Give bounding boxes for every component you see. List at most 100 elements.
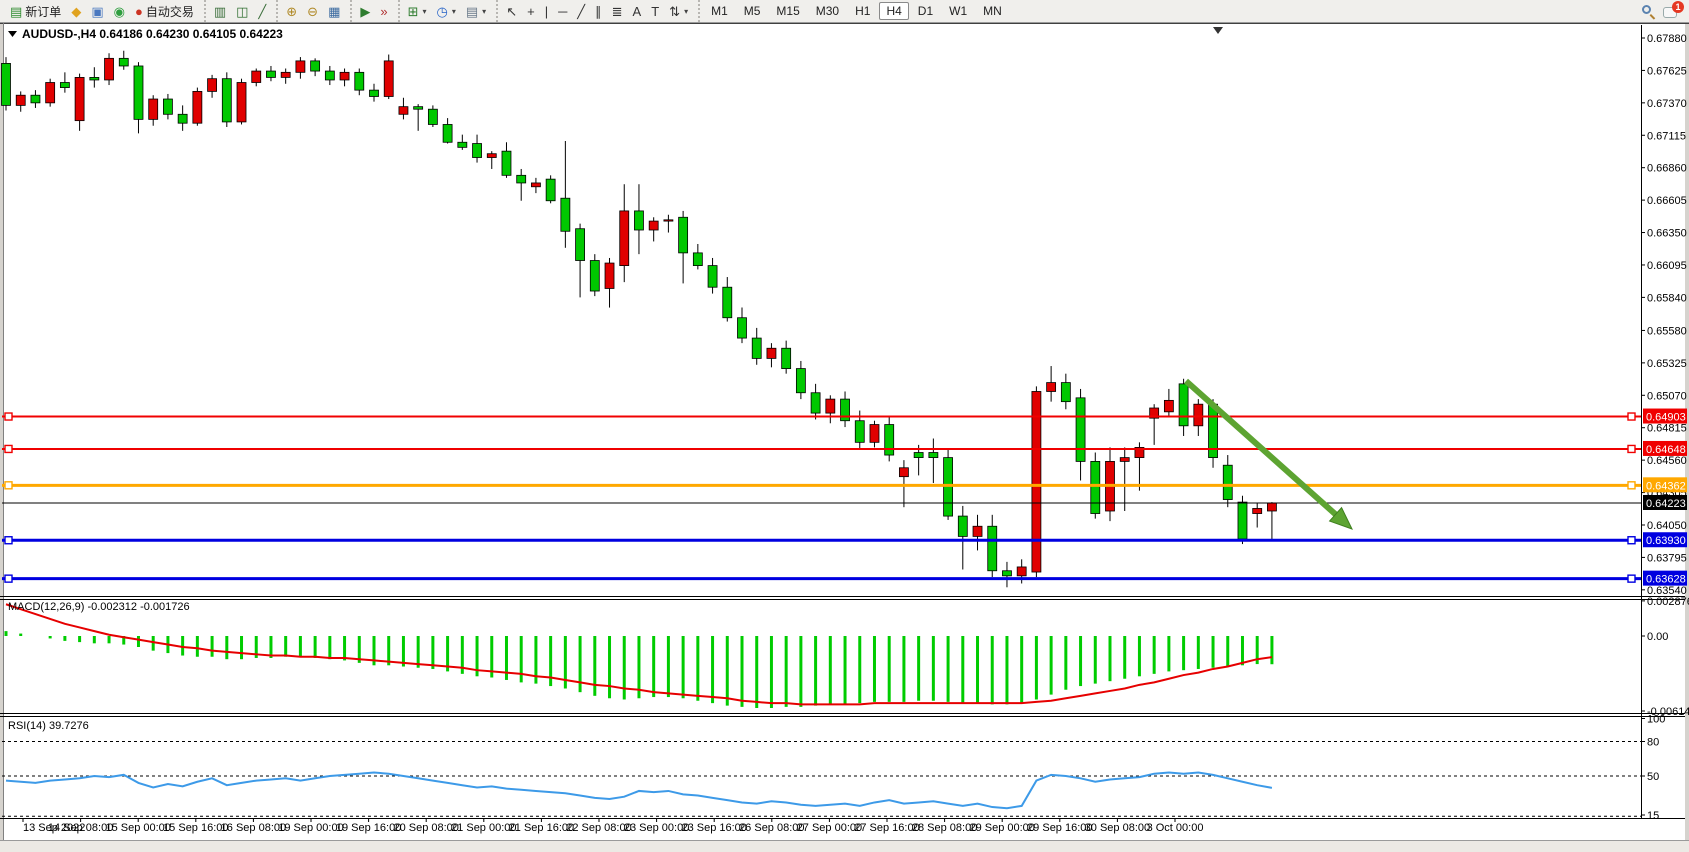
- pivot-line-right-handle[interactable]: [1627, 481, 1636, 490]
- chevron-down-icon[interactable]: ▾: [482, 6, 487, 16]
- candle-body: [413, 106, 424, 110]
- new-order-button[interactable]: ▤ 新订单: [6, 1, 65, 21]
- time-tick-label: 14 Sep 08:00: [48, 822, 113, 834]
- periods-button[interactable]: ◷ ▾: [433, 1, 460, 21]
- candle-body: [825, 398, 836, 414]
- candle-body: [648, 220, 659, 231]
- resistance-line-2-right-handle[interactable]: [1627, 444, 1636, 454]
- chevron-down-icon[interactable]: ▾: [422, 6, 427, 16]
- tf-h1-button-label: H1: [855, 4, 871, 18]
- tf-d1-button[interactable]: D1: [911, 2, 940, 20]
- candle-body: [604, 262, 615, 289]
- candle-body: [177, 113, 188, 124]
- resistance-line-2-left-handle[interactable]: [4, 444, 13, 454]
- candlestick-button[interactable]: ◫: [232, 1, 252, 21]
- trend-arrow-head[interactable]: [1328, 506, 1353, 530]
- time-tick-label: 29 Sep 00:00: [969, 822, 1034, 834]
- zoom-out-button[interactable]: ⊖: [303, 1, 322, 21]
- zoom-in-button[interactable]: ⊕: [282, 1, 301, 21]
- text-button[interactable]: A: [629, 1, 646, 21]
- new-chart-button[interactable]: ⊞ ▾: [404, 1, 431, 21]
- tf-m30-button[interactable]: M30: [809, 2, 846, 20]
- text-label-icon: T: [651, 3, 660, 19]
- tf-m1-button[interactable]: M1: [704, 2, 735, 20]
- add-chart-icon: ⊞: [407, 3, 419, 19]
- candle-body: [869, 424, 880, 443]
- chart-type-group: ▥ ◫ ╱: [203, 0, 274, 22]
- candle-body: [1134, 447, 1145, 458]
- support-line-1-right-handle[interactable]: [1627, 536, 1636, 545]
- price-axis[interactable]: 0.67880 0.67625 0.67370 0.67115 0.66860 0.666…: [1641, 33, 1687, 597]
- support-line-1-left-handle[interactable]: [4, 536, 13, 545]
- new-chart-gold-button[interactable]: ◆: [67, 1, 85, 21]
- candle-body: [324, 70, 335, 81]
- candle-body: [383, 60, 394, 97]
- auto-scroll-button[interactable]: ▶: [356, 1, 374, 21]
- chevron-down-icon[interactable]: ▾: [451, 6, 456, 16]
- chart-collapse-icon[interactable]: [8, 31, 17, 37]
- candle-body: [1002, 570, 1012, 577]
- candle-body: [207, 78, 217, 92]
- fibonacci-button[interactable]: ≣: [608, 1, 627, 21]
- horizontal-line-button[interactable]: ─: [554, 1, 571, 21]
- support-line-2-right-handle[interactable]: [1627, 574, 1636, 583]
- chart-shift-button[interactable]: »: [376, 1, 391, 21]
- tools-group: ↖ + | ─ ╱ ∥ ≣ A T ⇅ ▾: [496, 0, 696, 22]
- chart-ohlc-header: AUDUSD-,H4 0.64186 0.64230 0.64105 0.642…: [22, 27, 283, 41]
- candle-body: [781, 347, 792, 369]
- time-tick-label: 29 Sep 16:00: [1027, 822, 1092, 834]
- time-tick-label: 16 Sep 08:00: [221, 822, 286, 834]
- time-tick-label: 19 Sep 00:00: [278, 822, 343, 834]
- channel-button[interactable]: ∥: [591, 1, 606, 21]
- tf-m5-button[interactable]: M5: [737, 2, 768, 20]
- candle-body: [678, 216, 689, 254]
- tile-windows-button[interactable]: ▦: [324, 1, 344, 21]
- chevron-down-icon[interactable]: ▾: [684, 6, 689, 16]
- pivot-line-left-handle[interactable]: [4, 481, 13, 490]
- macd-panel: [4, 631, 1274, 709]
- chat-bubble-icon[interactable]: 1: [1663, 0, 1684, 18]
- bar-chart-button[interactable]: ▥: [210, 1, 230, 21]
- trend-arrow-line[interactable]: [1184, 378, 1338, 517]
- time-tick-label: 27 Sep 00:00: [797, 822, 862, 834]
- candle-body: [118, 57, 129, 67]
- market-watch-button[interactable]: ▣: [87, 1, 107, 21]
- candle-body: [501, 150, 512, 176]
- price-tick-label: 0.63795: [1647, 552, 1687, 564]
- main-toolbar: ▤ 新订单 ◆ ▣ ◉ ● 自动交易 ▥ ◫ ╱ ⊕ ⊖ ▦ ▶» ⊞ ▾ ◷ ▾ ▤ ▾ ↖ + | ─ ╱ ∥ ≣ A T ⇅ ▾ M1 M…: [0, 0, 1689, 23]
- text-label-button[interactable]: T: [647, 1, 663, 21]
- tf-m15-button[interactable]: M15: [769, 2, 806, 20]
- current-price-line-price-badge: [1643, 494, 1687, 510]
- tf-h1-button[interactable]: H1: [848, 2, 877, 20]
- candle-body: [1119, 457, 1130, 462]
- candle-body: [339, 71, 350, 81]
- candle-body: [133, 65, 144, 120]
- rsi-tick-label: 100: [1647, 714, 1665, 726]
- candle-body: [560, 197, 571, 232]
- vertical-line-button[interactable]: |: [541, 1, 552, 21]
- tf-mn-button[interactable]: MN: [976, 2, 1009, 20]
- tf-w1-button[interactable]: W1: [942, 2, 974, 20]
- resistance-line-1-left-handle[interactable]: [4, 412, 13, 421]
- cursor-button[interactable]: ↖: [502, 1, 521, 21]
- macd-tick-label: -0.006142: [1647, 706, 1689, 718]
- candle-body: [89, 77, 100, 81]
- rsi-tick-label: 50: [1647, 771, 1659, 783]
- line-chart-button[interactable]: ╱: [254, 1, 270, 21]
- search-icon[interactable]: [1642, 4, 1656, 20]
- autotrading-button[interactable]: ● 自动交易: [131, 1, 198, 21]
- trendline-button[interactable]: ╱: [573, 1, 589, 21]
- templates-button[interactable]: ▤ ▾: [462, 1, 490, 21]
- tf-h4-button[interactable]: H4: [879, 2, 909, 20]
- candle-body: [45, 82, 56, 104]
- arrows-button[interactable]: ⇅ ▾: [665, 1, 692, 21]
- signals-button[interactable]: ◉: [110, 1, 129, 21]
- crosshair-button[interactable]: +: [523, 1, 539, 21]
- macd-label: MACD(12,26,9) -0.002312 -0.001726: [8, 601, 190, 613]
- trade-group: ▤ 新订单 ◆ ▣ ◉ ● 自动交易: [2, 0, 202, 22]
- candle-body: [148, 98, 159, 120]
- resistance-line-1-right-handle[interactable]: [1627, 412, 1636, 421]
- support-line-2-left-handle[interactable]: [4, 574, 13, 583]
